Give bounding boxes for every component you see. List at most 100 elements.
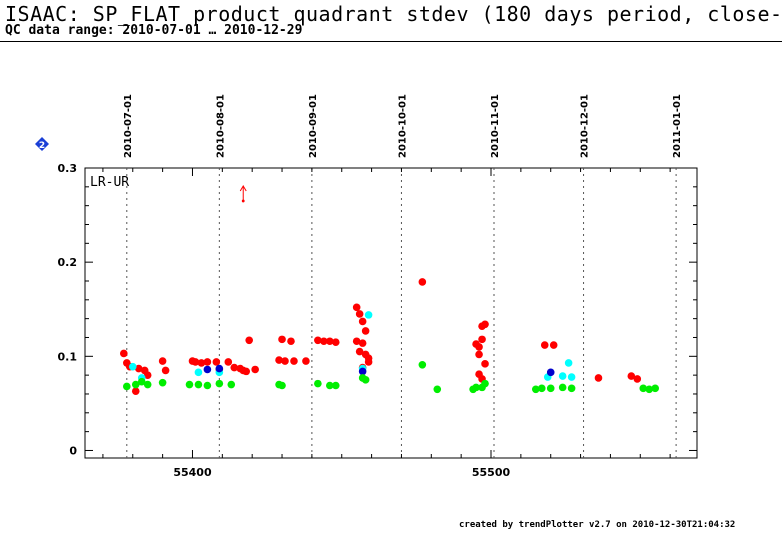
- data-point: [215, 364, 224, 373]
- x-tick-label: 55400: [173, 466, 212, 479]
- data-point: [355, 347, 364, 356]
- data-point: [478, 335, 486, 344]
- data-point: [314, 336, 322, 345]
- data-point: [224, 358, 233, 366]
- data-point: [364, 311, 373, 319]
- data-point: [131, 380, 140, 389]
- data-point: [245, 336, 253, 345]
- data-point: [287, 337, 295, 346]
- date-marker-label: 2010-09-01: [308, 94, 319, 158]
- data-point: [203, 358, 212, 366]
- data-point: [546, 368, 555, 377]
- date-marker-label: 2010-08-01: [215, 94, 226, 158]
- data-point: [358, 367, 367, 376]
- data-point: [203, 381, 212, 390]
- data-point: [352, 337, 361, 346]
- data-point: [191, 358, 200, 366]
- data-point: [326, 337, 334, 346]
- date-marker-label: 2010-12-01: [580, 94, 591, 158]
- data-point: [481, 320, 489, 329]
- chart-title: ISAAC: SP_FLAT product quadrant stdev (1…: [5, 2, 782, 26]
- data-point: [594, 374, 603, 382]
- data-point: [134, 364, 143, 373]
- data-point: [537, 384, 546, 393]
- data-point: [137, 377, 146, 386]
- data-point: [275, 356, 283, 364]
- data-point: [418, 360, 427, 369]
- qc-data-range: QC data range: 2010-07-01 … 2010-12-29: [5, 23, 303, 38]
- data-point: [546, 384, 555, 393]
- data-point: [194, 380, 203, 389]
- data-point: [120, 349, 128, 358]
- data-point: [215, 379, 224, 388]
- panel-label: LR-UR: [90, 175, 129, 190]
- diamond-icon: [35, 137, 49, 151]
- data-point: [158, 357, 167, 365]
- data-point: [281, 357, 289, 365]
- data-point: [194, 368, 203, 377]
- header-divider: [0, 41, 782, 42]
- data-point: [326, 381, 334, 390]
- data-point: [564, 359, 573, 367]
- data-point: [278, 335, 286, 344]
- data-point: [197, 359, 206, 367]
- data-point: [645, 385, 654, 394]
- data-point: [143, 371, 152, 379]
- data-point: [639, 384, 648, 393]
- data-point: [242, 367, 251, 376]
- data-point: [352, 303, 361, 312]
- data-point: [143, 380, 152, 389]
- data-point: [158, 378, 167, 387]
- data-point: [558, 372, 567, 380]
- footer-credit: created by trendPlotter v2.7 on 2010-12-…: [459, 520, 736, 530]
- date-marker-label: 2010-10-01: [397, 94, 408, 158]
- date-marker-label: 2010-11-01: [490, 94, 501, 158]
- data-point: [131, 387, 140, 395]
- data-point: [355, 310, 364, 318]
- data-point: [302, 357, 310, 365]
- badge[interactable]: 2: [35, 137, 49, 151]
- data-point: [122, 382, 131, 391]
- data-point: [531, 385, 540, 394]
- data-point: [230, 363, 239, 372]
- data-point: [212, 358, 221, 366]
- data-point: [203, 365, 212, 374]
- data-point: [651, 384, 660, 393]
- data-point: [227, 380, 236, 389]
- data-point: [481, 379, 489, 388]
- axis-ticks: 0 0.1 0.2 0.3 55400 55500: [58, 162, 697, 479]
- data-point: [549, 341, 558, 349]
- y-tick-label: 0.3: [58, 162, 78, 175]
- data-point: [278, 381, 286, 390]
- data-point: [361, 376, 370, 384]
- outlier-arrow-base: [241, 199, 245, 203]
- data-point: [314, 379, 322, 388]
- y-tick-label: 0.2: [58, 256, 78, 269]
- data-point: [567, 373, 576, 381]
- date-marker-label: 2011-01-01: [672, 94, 683, 158]
- date-marker-label: 2010-07-01: [123, 94, 134, 158]
- data-point: [128, 362, 137, 371]
- data-point: [185, 380, 194, 389]
- data-point: [472, 383, 480, 392]
- data-point: [331, 381, 340, 390]
- data-point: [161, 366, 170, 375]
- data-point: [481, 360, 489, 368]
- data-point: [361, 327, 370, 335]
- date-markers: 2010-07-01 2010-08-01 2010-09-01 2010-10-01…: [123, 94, 683, 458]
- y-tick-label: 0.1: [58, 350, 78, 363]
- y-tick-label: 0: [69, 444, 77, 457]
- data-point: [251, 365, 259, 374]
- data-points: [120, 184, 660, 395]
- data-point: [633, 375, 642, 383]
- outlier-arrow-head: [239, 184, 247, 192]
- data-point: [358, 339, 367, 347]
- data-point: [331, 338, 340, 346]
- data-point: [567, 384, 576, 393]
- data-point: [418, 278, 427, 286]
- data-point: [433, 385, 442, 394]
- data-point: [358, 317, 367, 326]
- data-point: [540, 341, 549, 349]
- data-point: [627, 372, 636, 380]
